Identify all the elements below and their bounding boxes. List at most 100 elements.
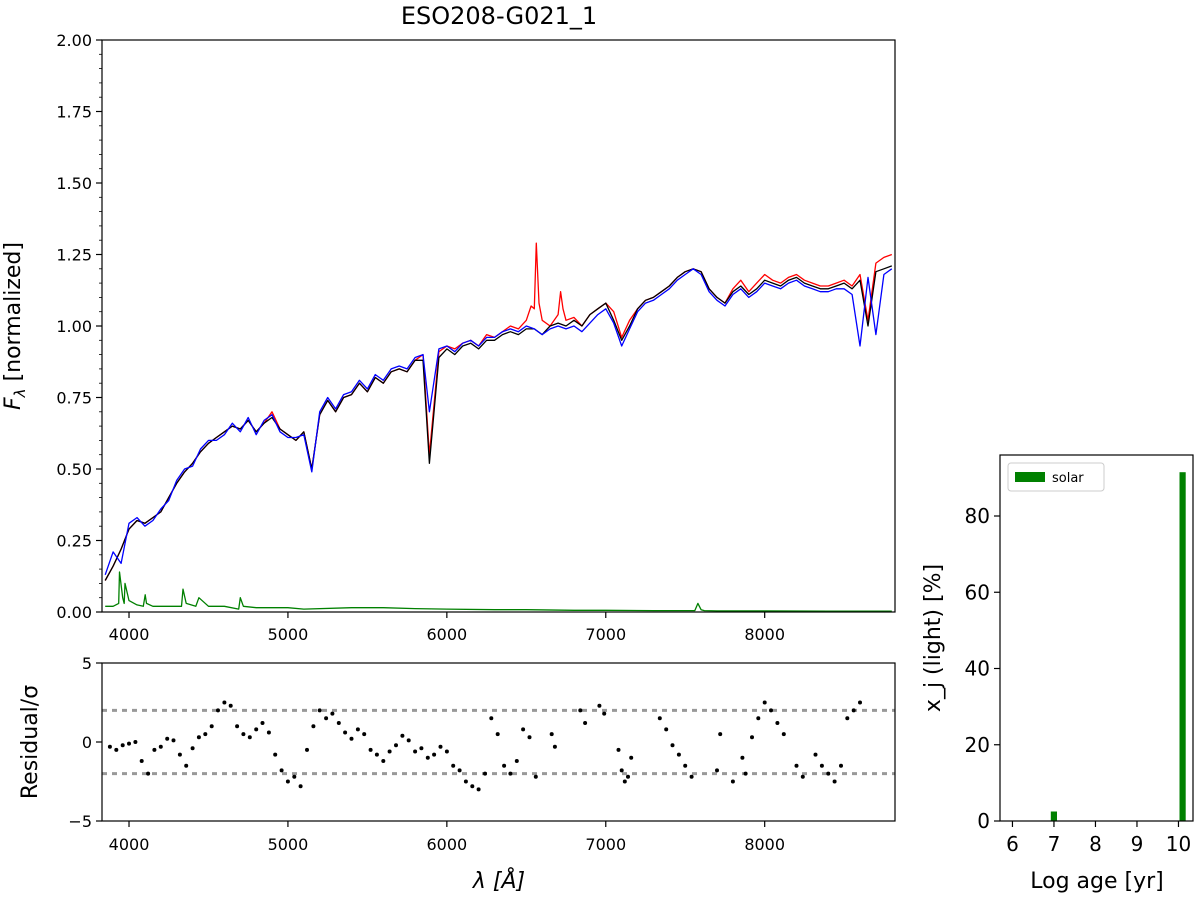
residual-point: [177, 752, 182, 757]
spectrum-x-tick-label: 4000: [109, 625, 150, 644]
residual-point: [715, 768, 719, 773]
spectrum-y-tick-label: 0.50: [56, 460, 92, 479]
residual-point: [508, 771, 513, 776]
residual-point: [311, 724, 316, 729]
residual-point: [616, 747, 621, 752]
residual-point: [279, 768, 284, 773]
residual-point: [743, 771, 748, 776]
residual-point: [324, 716, 329, 721]
residual-point: [800, 774, 805, 779]
residual-point: [813, 752, 818, 757]
residuals-panel: −5 0 5 4000 5000 6000 7000 8000 Residual/σ λ […: [18, 654, 896, 894]
residual-point: [139, 759, 144, 763]
spectrum-series-group: [104, 242, 893, 612]
chart-title: ESO208-G021_1: [401, 2, 597, 30]
residual-point: [670, 743, 675, 748]
residual-point: [502, 763, 507, 768]
residual-point: [762, 700, 767, 705]
residual-point: [476, 787, 481, 792]
residual-point: [718, 732, 723, 737]
age-x-tick-label: 9: [1131, 832, 1144, 856]
residual-point: [146, 771, 151, 776]
residual-point: [602, 711, 607, 716]
residual-point: [438, 744, 443, 749]
residual-point: [127, 741, 131, 746]
age-x-tick-label: 8: [1089, 832, 1102, 856]
residual-point: [489, 716, 494, 721]
y-label-lambda-subscript: λ: [11, 388, 29, 398]
legend-label: solar: [1052, 471, 1084, 486]
spectrum-y-tick-label: 1.75: [56, 103, 92, 122]
residual-point: [228, 703, 233, 708]
residual-point: [298, 784, 303, 789]
residual-point: [527, 735, 532, 740]
residual-point: [626, 774, 630, 779]
spectrum-y-tick-label: 1.00: [56, 317, 92, 336]
residual-point: [750, 735, 754, 740]
spectrum-line-model: [104, 268, 893, 576]
residual-point: [619, 768, 624, 773]
residual-point: [394, 743, 398, 748]
residuals-x-ticks: 4000 5000 6000 7000 8000: [109, 821, 785, 854]
residual-point: [419, 746, 424, 751]
spectrum-y-tick-label: 1.25: [56, 246, 92, 265]
residual-point: [165, 736, 170, 741]
residual-point: [381, 759, 386, 763]
spectrum-line-observed: [104, 242, 893, 581]
residual-point: [832, 779, 837, 784]
residual-point: [216, 708, 220, 713]
residual-point: [406, 738, 411, 743]
residual-point: [470, 784, 475, 789]
residual-point: [549, 732, 554, 737]
spectrum-y-tick-label: 0.00: [56, 603, 92, 622]
residual-point: [305, 747, 309, 752]
spectrum-line-observed_masked: [104, 265, 893, 581]
spectrum-x-tick-label: 6000: [426, 625, 467, 644]
age-x-axis-label: Log age [yr]: [1030, 869, 1164, 894]
residuals-x-tick-label: 7000: [585, 835, 626, 854]
age-x-tick-label: 6: [1006, 832, 1019, 856]
residuals-y-tick-label: 0: [82, 733, 92, 752]
spectrum-y-axis-label: Fλ [normalized]: [1, 242, 29, 410]
age-histogram-panel: 0 20 40 60 80 6 7 8 9 10 solar x_j (light) [%] L…: [921, 454, 1194, 894]
spectrum-y-tick-label: 0.75: [56, 389, 92, 408]
y-label-suffix: [normalized]: [1, 242, 26, 388]
residual-point: [133, 740, 138, 744]
residual-point: [330, 711, 335, 716]
residual-point: [514, 759, 519, 763]
age-y-tick-label: 20: [965, 733, 990, 757]
residual-point: [483, 771, 487, 776]
residual-point: [355, 727, 360, 732]
residuals-y-axis-label: Residual/σ: [18, 685, 43, 799]
residuals-y-tick-label: −5: [68, 812, 92, 831]
residual-point: [826, 771, 831, 776]
spectrum-panel: 0.00 0.25 0.50 0.75 1.00 1.25 1.50 1.75 2.00 400…: [1, 31, 896, 644]
residuals-x-tick-label: 8000: [744, 835, 785, 854]
residual-point: [444, 749, 449, 754]
residual-point: [203, 732, 208, 737]
residual-point: [260, 721, 265, 725]
residual-point: [730, 779, 735, 784]
residuals-y-ticks: −5 0 5: [68, 654, 102, 831]
legend-swatch: [1015, 472, 1045, 482]
residual-point: [209, 724, 214, 729]
residuals-x-tick-label: 5000: [268, 835, 309, 854]
residual-point: [451, 763, 456, 768]
residual-point: [107, 744, 112, 749]
age-axes-frame: [999, 454, 1194, 822]
residual-point: [457, 768, 462, 773]
residual-point: [521, 727, 526, 732]
residual-point: [158, 744, 163, 749]
residual-point: [432, 752, 437, 757]
age-x-ticks: 6 7 8 9 10: [1006, 821, 1191, 856]
residual-point: [171, 738, 176, 743]
spectrum-x-tick-label: 8000: [744, 625, 785, 644]
age-y-tick-label: 60: [965, 580, 990, 604]
y-label-f: F: [1, 397, 26, 410]
age-y-axis-label: x_j (light) [%]: [921, 564, 946, 712]
residual-point: [839, 763, 843, 768]
residual-point: [756, 716, 761, 721]
age-y-tick-label: 80: [965, 504, 990, 528]
residual-point: [247, 735, 252, 740]
